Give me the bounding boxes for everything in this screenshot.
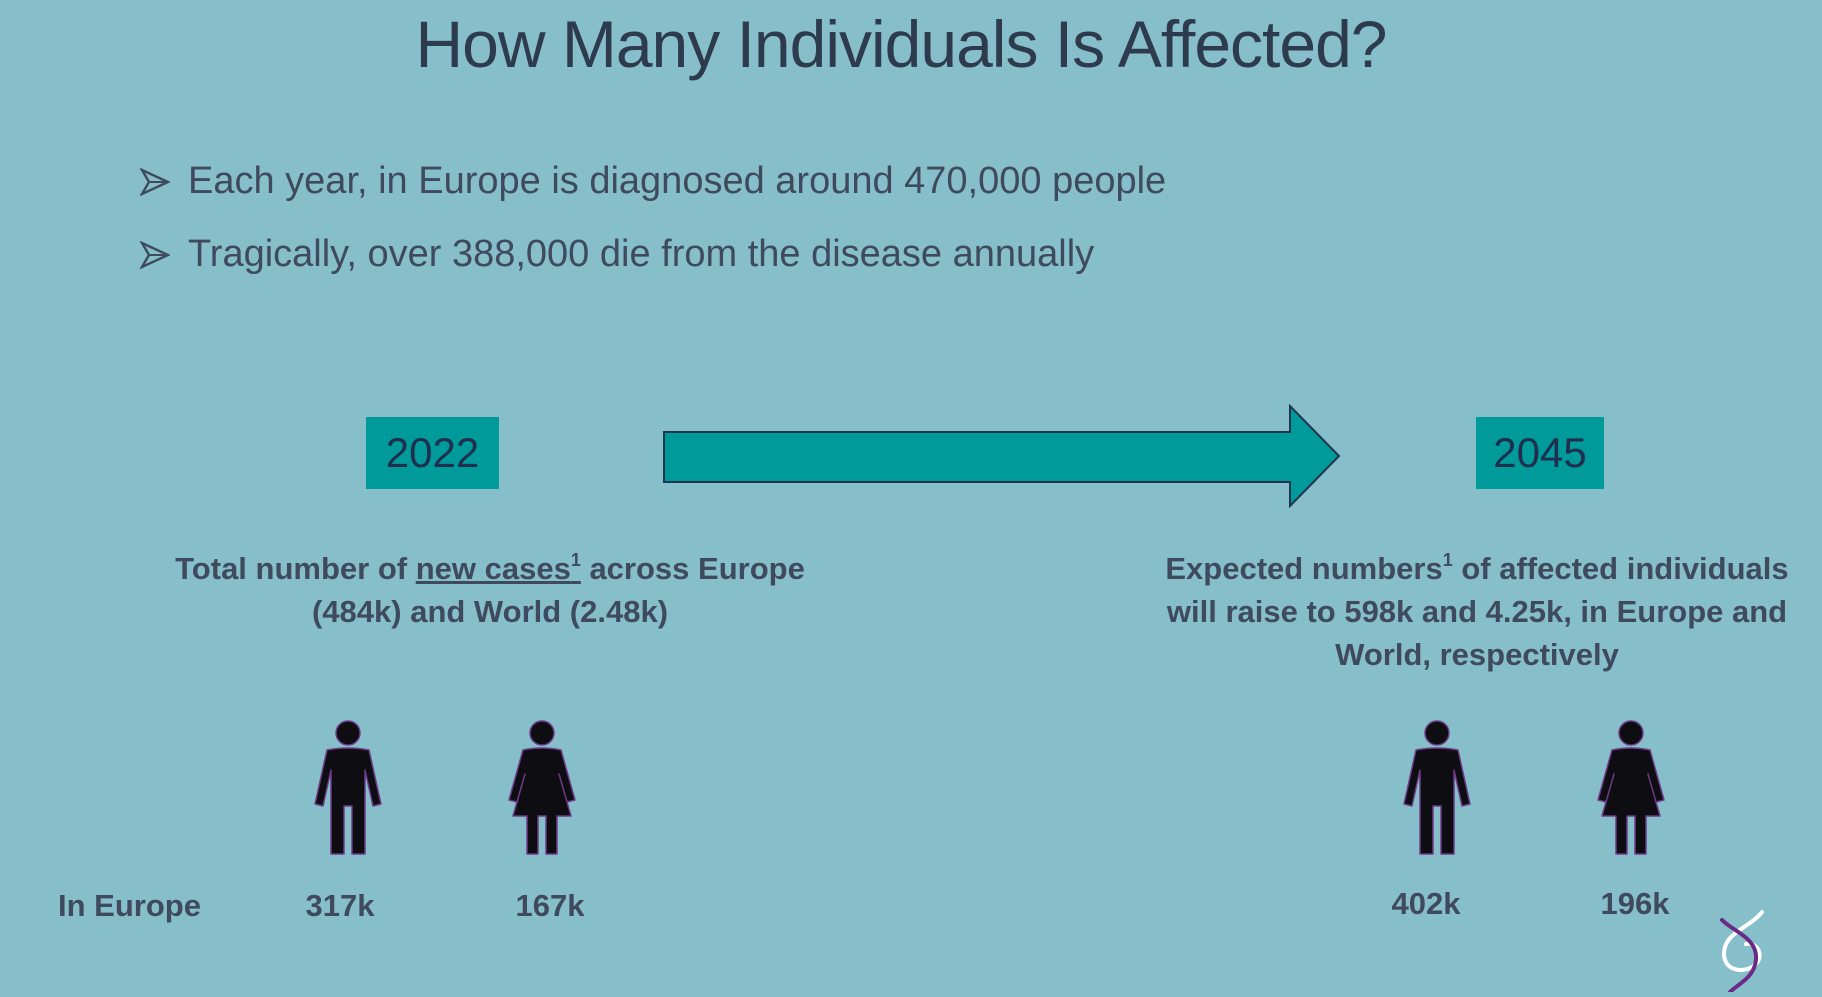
slide-title: How Many Individuals Is Affected? <box>415 7 1388 81</box>
right-desc-prefix: Expected numbers <box>1165 551 1443 586</box>
year-badge-2022: 2022 <box>366 417 499 489</box>
right-desc-footnote: 1 <box>1442 550 1453 570</box>
right-desc-suffix: of affected individuals <box>1452 551 1789 586</box>
bullet-list: Each year, in Europe is diagnosed around… <box>140 145 1166 291</box>
bullet-item: Tragically, over 388,000 die from the di… <box>140 218 1166 291</box>
right-arrow-icon <box>662 403 1342 513</box>
row-label: In Europe <box>58 888 201 923</box>
left-desc-suffix: across Europe <box>580 551 805 586</box>
left-desc-line2: (484k) and World (2.48k) <box>311 594 669 629</box>
arrowhead-bullet-icon <box>140 240 188 269</box>
right-desc-line2: will raise to 598k and 4.25k, in Europe … <box>1166 594 1788 629</box>
bullet-item: Each year, in Europe is diagnosed around… <box>140 145 1166 218</box>
left-desc-underlined: new cases <box>415 551 571 586</box>
right-description: Expected numbers1 of affected individual… <box>1152 547 1802 676</box>
male-person-icon <box>313 720 383 861</box>
bullet-text: Each year, in Europe is diagnosed around… <box>188 160 1167 202</box>
dna-logo-icon <box>1710 908 1772 997</box>
left-description: Total number of new cases1 across Europe… <box>150 547 830 633</box>
female-person-icon <box>1596 720 1666 861</box>
left-desc-footnote: 1 <box>570 550 581 570</box>
male-person-icon <box>1402 720 1472 861</box>
female-person-icon <box>507 720 577 861</box>
male-value-2022: 317k <box>305 888 375 923</box>
year-badge-2045: 2045 <box>1476 417 1604 489</box>
female-value-2022: 167k <box>515 888 585 923</box>
right-desc-line3: World, respectively <box>1335 637 1619 672</box>
left-desc-prefix: Total number of <box>175 551 416 586</box>
bullet-text: Tragically, over 388,000 die from the di… <box>188 233 1095 275</box>
male-value-2045: 402k <box>1391 886 1461 921</box>
female-value-2045: 196k <box>1600 886 1670 921</box>
arrowhead-bullet-icon <box>140 167 188 196</box>
